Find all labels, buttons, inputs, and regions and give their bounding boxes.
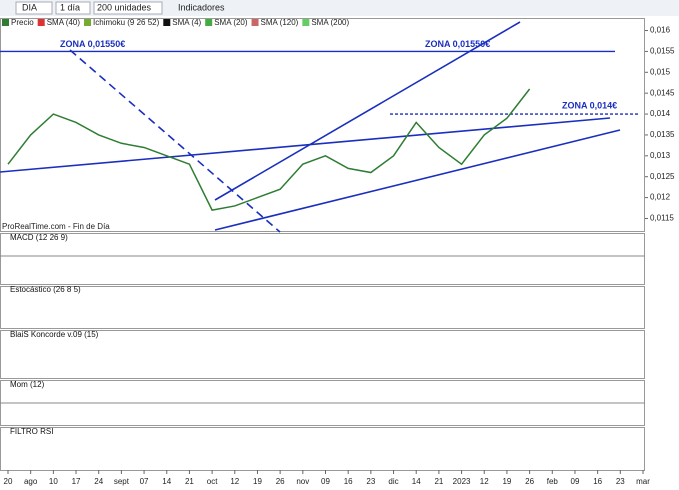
panel-label: FILTRO RSI — [10, 427, 53, 436]
legend-swatch — [84, 19, 92, 26]
x-tick-label: 09 — [321, 477, 330, 486]
x-tick-label: 19 — [502, 477, 511, 486]
units[interactable]: 200 unidades — [97, 2, 152, 12]
y-tick-label: 0,016 — [650, 26, 671, 35]
x-tick-label: 26 — [276, 477, 285, 486]
legend-swatch — [251, 19, 259, 26]
zone-label: ZONA 0,01550€ — [60, 39, 125, 49]
x-tick-label: ago — [24, 477, 38, 486]
zone-label: ZONA 0,01550€ — [425, 39, 490, 49]
x-tick-label: sept — [114, 477, 130, 486]
legend-swatch — [37, 19, 45, 26]
x-tick-label: 23 — [366, 477, 375, 486]
zone-label: ZONA 0,014€ — [562, 100, 617, 110]
panel-label: Estocástico (26 8 5) — [10, 285, 81, 294]
x-tick-label: 19 — [253, 477, 262, 486]
legend-label: SMA (20) — [214, 18, 248, 27]
toolbar — [0, 0, 679, 16]
symbol[interactable]: DIA — [22, 2, 37, 12]
x-tick-label: nov — [296, 477, 309, 486]
legend-label: SMA (40) — [47, 18, 81, 27]
legend-label: SMA (4) — [172, 18, 201, 27]
y-tick-label: 0,012 — [650, 193, 671, 202]
x-tick-label: 21 — [434, 477, 443, 486]
y-tick-label: 0,015 — [650, 67, 671, 76]
units-box[interactable] — [93, 1, 163, 15]
x-tick-label: mar — [636, 477, 650, 486]
y-tick-label: 0,0135 — [650, 130, 675, 139]
y-tick-label: 0,0115 — [650, 214, 674, 223]
x-tick-label: 12 — [480, 477, 489, 486]
x-tick-label: 12 — [230, 477, 239, 486]
x-tick-label: 24 — [94, 477, 103, 486]
legend-swatch — [2, 19, 9, 26]
y-tick-label: 0,0145 — [650, 88, 675, 97]
legend-swatch — [163, 19, 171, 26]
legend-label: Precio — [11, 18, 34, 27]
panel-label: Mom (12) — [10, 380, 45, 389]
y-tick-label: 0,0155 — [650, 47, 675, 56]
x-tick-label: 23 — [616, 477, 625, 486]
x-tick-label: 14 — [412, 477, 421, 486]
x-tick-label: 16 — [593, 477, 602, 486]
period[interactable]: 1 día — [60, 2, 80, 12]
trend-lines — [0, 21, 621, 233]
x-tick-label: feb — [547, 477, 559, 486]
symbol-box[interactable] — [15, 1, 53, 15]
legend-swatch — [205, 19, 213, 26]
legend-label: Ichimoku (9 26 52) — [93, 18, 160, 27]
legend-swatch — [302, 19, 310, 26]
x-tick-label: 2023 — [453, 477, 471, 486]
price-line — [7, 88, 531, 211]
panel-label: BlaiS Koncorde v.09 (15) — [10, 330, 99, 339]
x-tick-label: 14 — [162, 477, 171, 486]
x-tick-label: 10 — [49, 477, 58, 486]
x-tick-label: 16 — [344, 477, 353, 486]
x-tick-label: 26 — [525, 477, 534, 486]
source-label: ProRealTime.com - Fin de Día — [2, 222, 110, 231]
panel-label: MACD (12 26 9) — [10, 233, 68, 242]
x-tick-label: 20 — [4, 477, 13, 486]
x-tick-label: 07 — [140, 477, 149, 486]
indicators[interactable]: Indicadores — [178, 2, 225, 12]
x-tick-label: dic — [388, 477, 398, 486]
y-tick-label: 0,014 — [650, 109, 671, 118]
x-tick-label: 21 — [185, 477, 194, 486]
y-tick-label: 0,013 — [650, 151, 671, 160]
x-tick-label: 09 — [571, 477, 580, 486]
legend-label: SMA (200) — [311, 18, 349, 27]
legend-label: SMA (120) — [261, 18, 299, 27]
x-tick-label: oct — [207, 477, 218, 486]
period-box[interactable] — [55, 1, 91, 15]
x-tick-label: 17 — [72, 477, 81, 486]
y-tick-label: 0,0125 — [650, 172, 675, 181]
